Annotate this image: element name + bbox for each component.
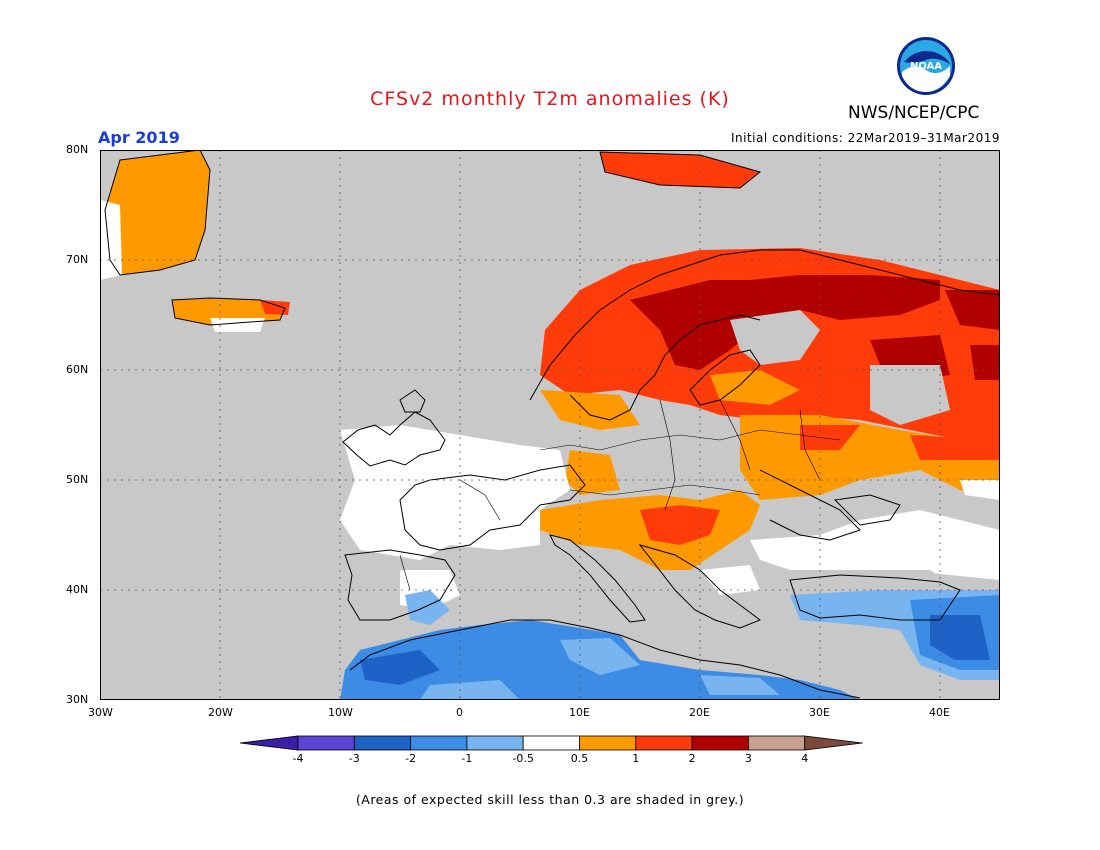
colorbar-cell (635, 735, 693, 751)
lon-label: 10E (569, 706, 590, 719)
lon-label: 40E (929, 706, 950, 719)
noaa-logo-text: NOAA (910, 61, 942, 72)
lon-label: 0 (456, 706, 463, 719)
agency-label: NWS/NCEP/CPC (848, 103, 980, 123)
colorbar-label: 1 (632, 752, 640, 765)
colorbar-label: -0.5 (512, 752, 534, 765)
lat-label: 60N (66, 363, 89, 376)
colorbar-cell (747, 735, 806, 751)
skill-note: (Areas of expected skill less than 0.3 a… (355, 792, 745, 807)
colorbar-cell (804, 735, 863, 751)
map-title: CFSv2 monthly T2m anomalies (K) (370, 88, 730, 110)
lon-label: 10W (328, 706, 353, 719)
anomaly-region-greenland-white (100, 200, 122, 280)
lat-label: 70N (66, 253, 89, 266)
anomaly-region-greenland (105, 150, 210, 275)
graticule (100, 150, 1000, 700)
anomaly-region-scandinavia-dark (630, 275, 940, 370)
lon-label: 20E (689, 706, 710, 719)
lat-label: 80N (66, 143, 89, 156)
colorbar (239, 735, 863, 751)
colorbar-label: 3 (744, 752, 752, 765)
coastlines (104, 150, 1000, 699)
colorbar-cell (691, 735, 749, 751)
colorbar-label: -4 (292, 752, 304, 765)
colorbar-label: 4 (801, 752, 809, 765)
colorbar-cell (579, 735, 637, 751)
colorbar-cell (466, 735, 524, 751)
colorbar-cell (239, 735, 299, 751)
anomaly-map (100, 150, 1000, 700)
lat-label: 50N (66, 473, 89, 486)
noaa-logo-icon: NOAA (896, 36, 956, 96)
country-borders (399, 399, 841, 591)
lat-label: 30N (66, 693, 89, 706)
lon-label: 30W (88, 706, 113, 719)
forecast-month: Apr 2019 (98, 128, 180, 147)
colorbar-label: 2 (688, 752, 696, 765)
lat-label: 40N (66, 583, 89, 596)
lon-label: 30E (809, 706, 830, 719)
colorbar-cell (522, 735, 580, 751)
colorbar-cell (410, 735, 468, 751)
colorbar-label: -3 (348, 752, 360, 765)
colorbar-label: -2 (405, 752, 417, 765)
initial-conditions: Initial conditions: 22Mar2019–31Mar2019 (730, 131, 1000, 145)
colorbar-cell (353, 735, 412, 751)
colorbar-cell (297, 735, 355, 751)
anomaly-region-iberia-cool (405, 590, 450, 625)
colorbar-label: -1 (461, 752, 473, 765)
colorbar-label: 0.5 (570, 752, 589, 765)
lon-label: 20W (208, 706, 233, 719)
